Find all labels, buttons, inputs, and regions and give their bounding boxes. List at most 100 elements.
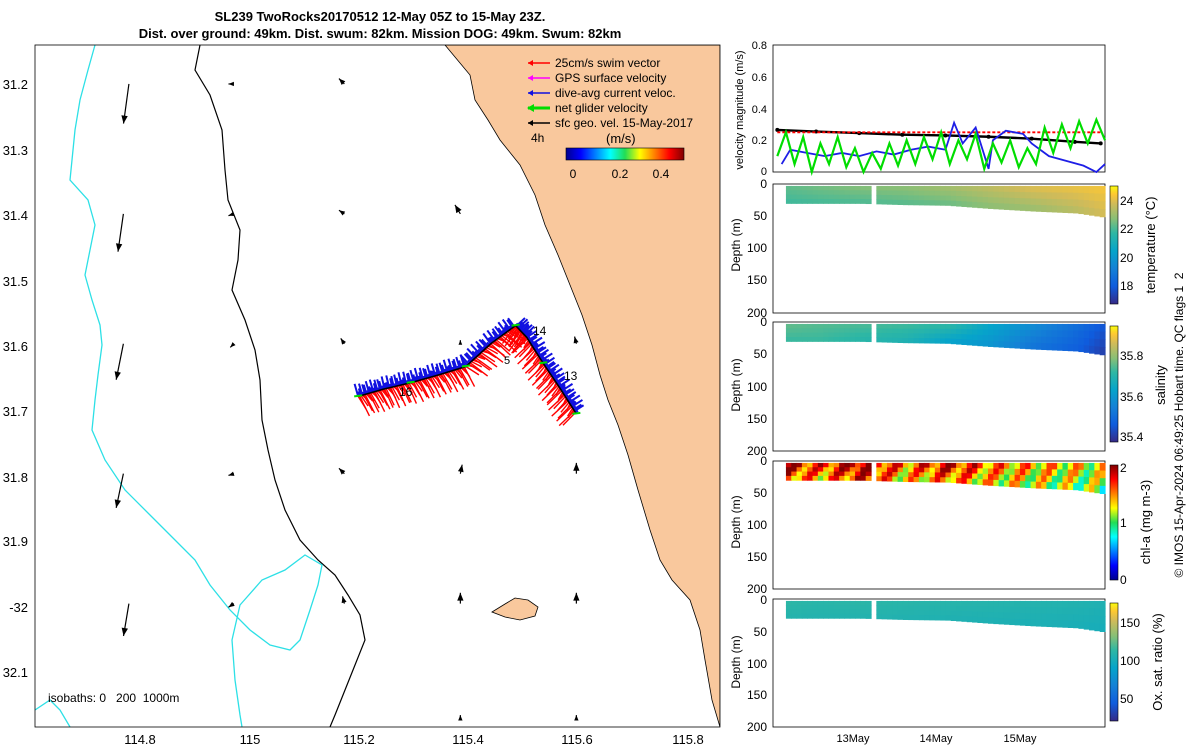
salinity-cell [966, 323, 973, 330]
salinity-cell [828, 328, 835, 334]
oxygen-cell [833, 613, 840, 619]
chla-cell [892, 472, 899, 478]
salinity-cell [1073, 323, 1080, 332]
temp-c-tick: 20 [1120, 251, 1134, 265]
temperature-cell [993, 203, 1000, 210]
salinity-cell [828, 336, 835, 342]
oxygen-cell [897, 600, 904, 607]
oxygen-cell [812, 600, 819, 606]
temperature-cell [839, 190, 846, 196]
oxygen-cell [908, 610, 915, 616]
dive-avg-vector [442, 359, 449, 373]
temperature-cell [972, 191, 978, 198]
oxygen-cell [881, 605, 888, 611]
dive-avg-vector [397, 372, 403, 386]
swim-vector [490, 343, 507, 359]
salinity-cell [988, 329, 994, 336]
chla-cell [1046, 462, 1053, 470]
rottnest-island [491, 597, 539, 621]
swim-vector [546, 388, 562, 404]
isobath-200m [194, 45, 366, 727]
temperature-cell [924, 185, 931, 192]
dive-avg-vector [570, 401, 577, 407]
oxygen-cell [855, 613, 861, 619]
oxygen-cell [1094, 615, 1101, 624]
oxygen-cell [860, 609, 867, 615]
temperature-cell [1099, 193, 1106, 202]
chla-cell [886, 471, 893, 477]
chla-cell [924, 467, 931, 473]
salinity-cell [961, 334, 968, 340]
salinity-cell [961, 329, 968, 335]
temperature-cell [993, 197, 1000, 204]
chla-cell [993, 468, 1000, 475]
temperature-cell [966, 185, 973, 192]
chla-cell [972, 478, 978, 485]
temperature-cell [950, 185, 957, 192]
velocity-series [775, 116, 1107, 177]
chla-cell [1057, 469, 1064, 477]
salinity-cell [1078, 323, 1085, 332]
temperature-cell [956, 190, 963, 197]
swim-vector [524, 358, 541, 374]
chla-cell [1062, 482, 1069, 490]
sal-c-tick: 35.6 [1120, 390, 1144, 404]
salinity-cell [977, 329, 984, 336]
temperature-cell [1089, 185, 1095, 194]
salinity-cell [876, 328, 883, 334]
chla-cell [982, 462, 989, 469]
temperature-cell [796, 185, 803, 191]
chla-cell [934, 477, 941, 483]
chla-cell [961, 478, 968, 484]
oxygen-cell [833, 605, 840, 611]
temperature-cell [844, 194, 851, 200]
chla-cell [1051, 482, 1058, 490]
oxygen-cell [1089, 608, 1095, 616]
dive-avg-vector [526, 330, 537, 339]
salinity-cell [801, 323, 808, 329]
temperature-cell [860, 199, 867, 204]
oxygen-cell [924, 615, 931, 621]
oxygen-cell [1019, 619, 1026, 626]
dive-avg-vector [470, 343, 481, 355]
dive-avg-vector [438, 362, 444, 374]
oxygen-cell [993, 606, 1000, 613]
dive-avg-vector [452, 358, 458, 370]
swim-vector [378, 390, 388, 406]
temperature-cell [982, 191, 989, 198]
temperature-cell [817, 185, 824, 191]
sal-colorbar [1109, 325, 1119, 443]
temperature-cell [1019, 192, 1026, 199]
salinity-cell [956, 323, 963, 330]
oxygen-cell [1089, 615, 1095, 624]
swim-vector [523, 339, 530, 349]
chla-cell [1057, 475, 1064, 483]
legend-swim-arrowhead [528, 60, 533, 66]
geo-vector-arrowhead [574, 715, 579, 721]
oxygen-cell [1073, 607, 1080, 615]
chla-cell [1035, 462, 1042, 470]
chla-cell [988, 462, 994, 470]
geo-vector-arrowhead [338, 210, 346, 216]
dive-avg-vector [565, 391, 577, 399]
temperature-cell [1089, 200, 1095, 209]
dive-avg-vector [364, 380, 371, 394]
swim-vector [442, 373, 453, 390]
salinity-cell [1030, 323, 1037, 331]
dive-avg-vector [489, 336, 495, 343]
dive-avg-vector [395, 377, 400, 386]
oxygen-cell [1046, 600, 1053, 608]
swim-vector [440, 373, 452, 393]
swim-vector [567, 407, 574, 417]
swim-vector [446, 371, 459, 393]
swim-vector [419, 379, 430, 399]
chla-c-tick: 1 [1120, 516, 1127, 530]
geo-vector-arrowhead [338, 78, 346, 85]
temperature-cell [1073, 199, 1080, 207]
salinity-cell [881, 328, 888, 334]
salinity-cell [860, 332, 867, 338]
swim-vector [514, 342, 531, 359]
oxygen-cell [844, 613, 851, 619]
oxygen-cell [1025, 607, 1032, 614]
chla-cell [988, 468, 994, 475]
